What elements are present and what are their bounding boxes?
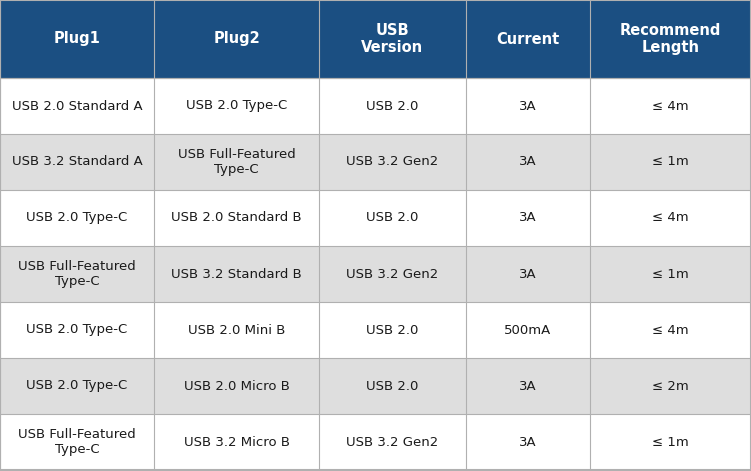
Bar bbox=[319, 414, 466, 470]
Text: 3A: 3A bbox=[519, 436, 536, 448]
Text: USB 2.0 Mini B: USB 2.0 Mini B bbox=[188, 324, 285, 336]
Text: Current: Current bbox=[496, 32, 559, 47]
Text: 3A: 3A bbox=[519, 99, 536, 113]
Text: 3A: 3A bbox=[519, 380, 536, 392]
Bar bbox=[466, 302, 590, 358]
Text: ≤ 4m: ≤ 4m bbox=[652, 211, 689, 225]
Text: USB 3.2 Gen2: USB 3.2 Gen2 bbox=[346, 268, 439, 281]
Bar bbox=[466, 0, 590, 78]
Bar bbox=[590, 414, 751, 470]
Bar bbox=[319, 190, 466, 246]
Bar bbox=[154, 302, 319, 358]
Text: USB Full-Featured
Type-C: USB Full-Featured Type-C bbox=[18, 260, 136, 288]
Text: USB 2.0: USB 2.0 bbox=[366, 99, 418, 113]
Bar bbox=[154, 190, 319, 246]
Bar bbox=[466, 78, 590, 134]
Bar bbox=[154, 246, 319, 302]
Bar bbox=[154, 78, 319, 134]
Text: USB 2.0 Type-C: USB 2.0 Type-C bbox=[186, 99, 287, 113]
Bar bbox=[154, 414, 319, 470]
Bar bbox=[466, 414, 590, 470]
Bar bbox=[0, 190, 154, 246]
Bar bbox=[0, 358, 154, 414]
Text: USB 2.0 Type-C: USB 2.0 Type-C bbox=[26, 380, 128, 392]
Text: ≤ 4m: ≤ 4m bbox=[652, 99, 689, 113]
Bar bbox=[319, 0, 466, 78]
Bar bbox=[319, 302, 466, 358]
Text: USB 2.0 Type-C: USB 2.0 Type-C bbox=[26, 211, 128, 225]
Text: USB
Version: USB Version bbox=[361, 23, 424, 55]
Bar bbox=[319, 246, 466, 302]
Text: ≤ 1m: ≤ 1m bbox=[652, 268, 689, 281]
Text: ≤ 1m: ≤ 1m bbox=[652, 436, 689, 448]
Bar bbox=[590, 0, 751, 78]
Text: Plug1: Plug1 bbox=[53, 32, 101, 47]
Text: USB 2.0: USB 2.0 bbox=[366, 380, 418, 392]
Text: USB Full-Featured
Type-C: USB Full-Featured Type-C bbox=[18, 428, 136, 456]
Bar bbox=[590, 358, 751, 414]
Text: 3A: 3A bbox=[519, 211, 536, 225]
Bar bbox=[319, 134, 466, 190]
Bar bbox=[590, 302, 751, 358]
Text: Recommend
Length: Recommend Length bbox=[620, 23, 721, 55]
Bar bbox=[154, 134, 319, 190]
Bar bbox=[590, 246, 751, 302]
Bar bbox=[0, 0, 154, 78]
Bar bbox=[319, 358, 466, 414]
Text: USB 2.0: USB 2.0 bbox=[366, 324, 418, 336]
Text: USB 2.0 Micro B: USB 2.0 Micro B bbox=[184, 380, 289, 392]
Text: ≤ 1m: ≤ 1m bbox=[652, 155, 689, 169]
Bar bbox=[0, 134, 154, 190]
Text: USB 2.0: USB 2.0 bbox=[366, 211, 418, 225]
Text: 500mA: 500mA bbox=[504, 324, 551, 336]
Bar bbox=[0, 302, 154, 358]
Bar bbox=[0, 246, 154, 302]
Bar bbox=[466, 358, 590, 414]
Bar bbox=[466, 190, 590, 246]
Bar bbox=[319, 78, 466, 134]
Bar bbox=[590, 190, 751, 246]
Text: USB 3.2 Micro B: USB 3.2 Micro B bbox=[183, 436, 290, 448]
Text: USB 2.0 Type-C: USB 2.0 Type-C bbox=[26, 324, 128, 336]
Text: 3A: 3A bbox=[519, 155, 536, 169]
Bar bbox=[590, 78, 751, 134]
Text: ≤ 4m: ≤ 4m bbox=[652, 324, 689, 336]
Text: 3A: 3A bbox=[519, 268, 536, 281]
Text: ≤ 2m: ≤ 2m bbox=[652, 380, 689, 392]
Text: Plug2: Plug2 bbox=[213, 32, 260, 47]
Bar bbox=[590, 134, 751, 190]
Text: USB 3.2 Standard B: USB 3.2 Standard B bbox=[171, 268, 302, 281]
Bar bbox=[0, 414, 154, 470]
Text: USB 3.2 Gen2: USB 3.2 Gen2 bbox=[346, 155, 439, 169]
Bar bbox=[154, 0, 319, 78]
Text: USB 2.0 Standard A: USB 2.0 Standard A bbox=[12, 99, 142, 113]
Text: USB 3.2 Standard A: USB 3.2 Standard A bbox=[11, 155, 143, 169]
Bar bbox=[466, 134, 590, 190]
Text: USB Full-Featured
Type-C: USB Full-Featured Type-C bbox=[178, 148, 295, 176]
Bar bbox=[0, 78, 154, 134]
Bar bbox=[154, 358, 319, 414]
Text: USB 2.0 Standard B: USB 2.0 Standard B bbox=[171, 211, 302, 225]
Bar bbox=[466, 246, 590, 302]
Text: USB 3.2 Gen2: USB 3.2 Gen2 bbox=[346, 436, 439, 448]
